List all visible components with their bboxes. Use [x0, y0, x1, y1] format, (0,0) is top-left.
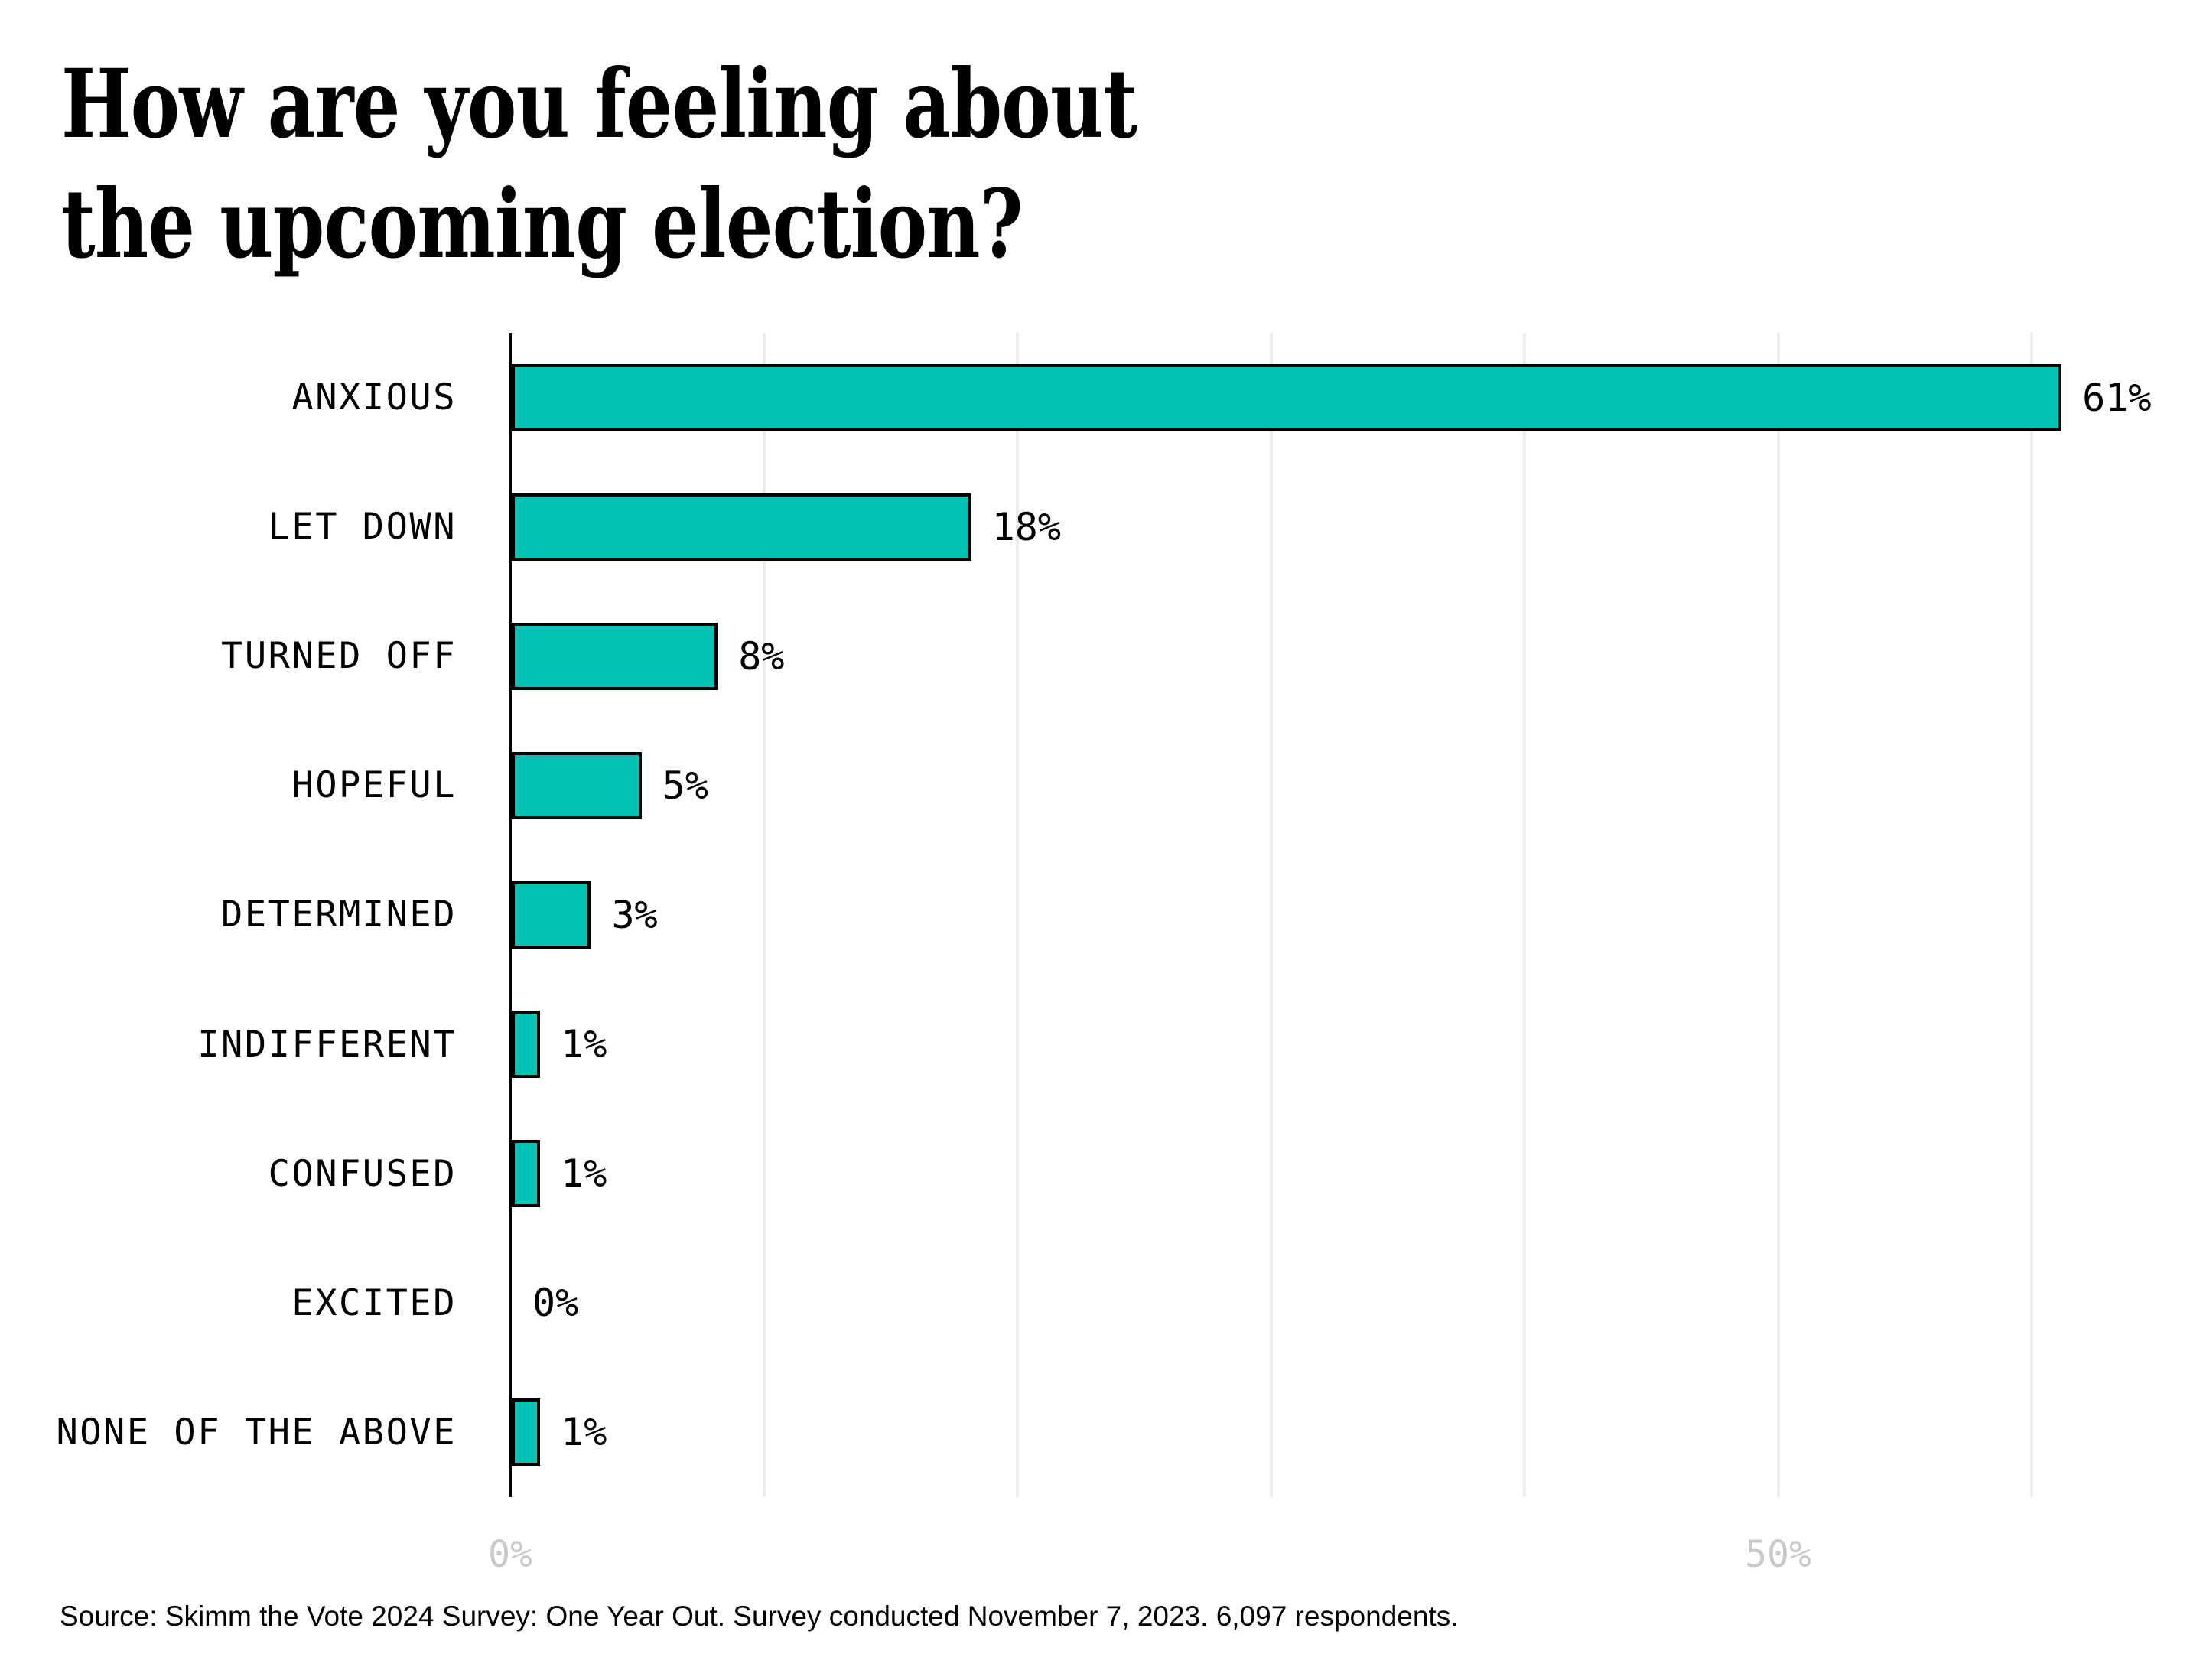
chart-row: DETERMINED 3%: [0, 850, 2203, 979]
chart-row: CONFUSED 1%: [0, 1109, 2203, 1239]
value-label: 1%: [561, 1022, 607, 1067]
gridline-20: [1016, 333, 1019, 1497]
bar-area: 18%: [512, 462, 2203, 591]
gridline-30: [1269, 333, 1273, 1497]
gridline-40: [1523, 333, 1526, 1497]
x-axis-tick-label: 0%: [488, 1533, 532, 1576]
category-label: DETERMINED: [221, 894, 457, 936]
bar-area: 61%: [512, 333, 2203, 462]
chart-row: NONE OF THE ABOVE 1%: [0, 1368, 2203, 1497]
value-label: 61%: [2082, 375, 2152, 420]
bar: [512, 363, 2062, 431]
category-label: LET DOWN: [268, 506, 457, 549]
bar-area: 1%: [512, 1368, 2203, 1497]
bar: [512, 751, 642, 819]
chart-title: How are you feeling about the upcoming e…: [61, 44, 1137, 285]
bar: [512, 1140, 541, 1208]
category-label: HOPEFUL: [291, 764, 457, 807]
value-label: 1%: [561, 1410, 607, 1455]
chart-title-line2: the upcoming election?: [61, 169, 1023, 280]
plot-area: [0, 333, 2203, 1497]
category-label: CONFUSED: [268, 1152, 457, 1195]
chart-row: ANXIOUS 61%: [0, 333, 2203, 462]
bar: [512, 493, 971, 561]
category-label: EXCITED: [291, 1281, 457, 1324]
gridline-50: [1776, 333, 1780, 1497]
chart-row: INDIFFERENT 1%: [0, 980, 2203, 1109]
chart-row: EXCITED 0%: [0, 1239, 2203, 1368]
chart-row: LET DOWN 18%: [0, 462, 2203, 591]
bar-area: 0%: [512, 1239, 2203, 1368]
x-axis-tick-label: 50%: [1745, 1533, 1811, 1576]
value-label: 8%: [738, 633, 785, 679]
chart-title-line1: How are you feeling about: [61, 49, 1137, 160]
bar: [512, 622, 718, 690]
y-axis-line: [509, 333, 512, 1497]
chart-row: HOPEFUL 5%: [0, 721, 2203, 850]
category-label: ANXIOUS: [291, 376, 457, 419]
bar-area: 1%: [512, 980, 2203, 1109]
bar-area: 5%: [512, 721, 2203, 850]
bar: [512, 881, 591, 949]
category-label: INDIFFERENT: [197, 1023, 457, 1066]
bar-rows: ANXIOUS 61% LET DOWN 18% TURNED OFF 8% H…: [0, 333, 2203, 1497]
category-label: NONE OF THE ABOVE: [56, 1411, 457, 1454]
source-note: Source: Skimm the Vote 2024 Survey: One …: [60, 1600, 1459, 1632]
value-label: 1%: [561, 1151, 607, 1197]
category-label: TURNED OFF: [221, 635, 457, 678]
bar: [512, 1398, 541, 1467]
value-label: 3%: [611, 892, 658, 937]
gridline-10: [762, 333, 766, 1497]
value-label: 18%: [991, 504, 1061, 549]
bar: [512, 1011, 541, 1079]
chart-row: TURNED OFF 8%: [0, 591, 2203, 721]
gridline-60: [2030, 333, 2033, 1497]
value-label: 0%: [532, 1281, 579, 1326]
value-label: 5%: [662, 763, 708, 808]
bar-area: 1%: [512, 1109, 2203, 1239]
bar-area: 8%: [512, 591, 2203, 721]
bar-area: 3%: [512, 850, 2203, 979]
